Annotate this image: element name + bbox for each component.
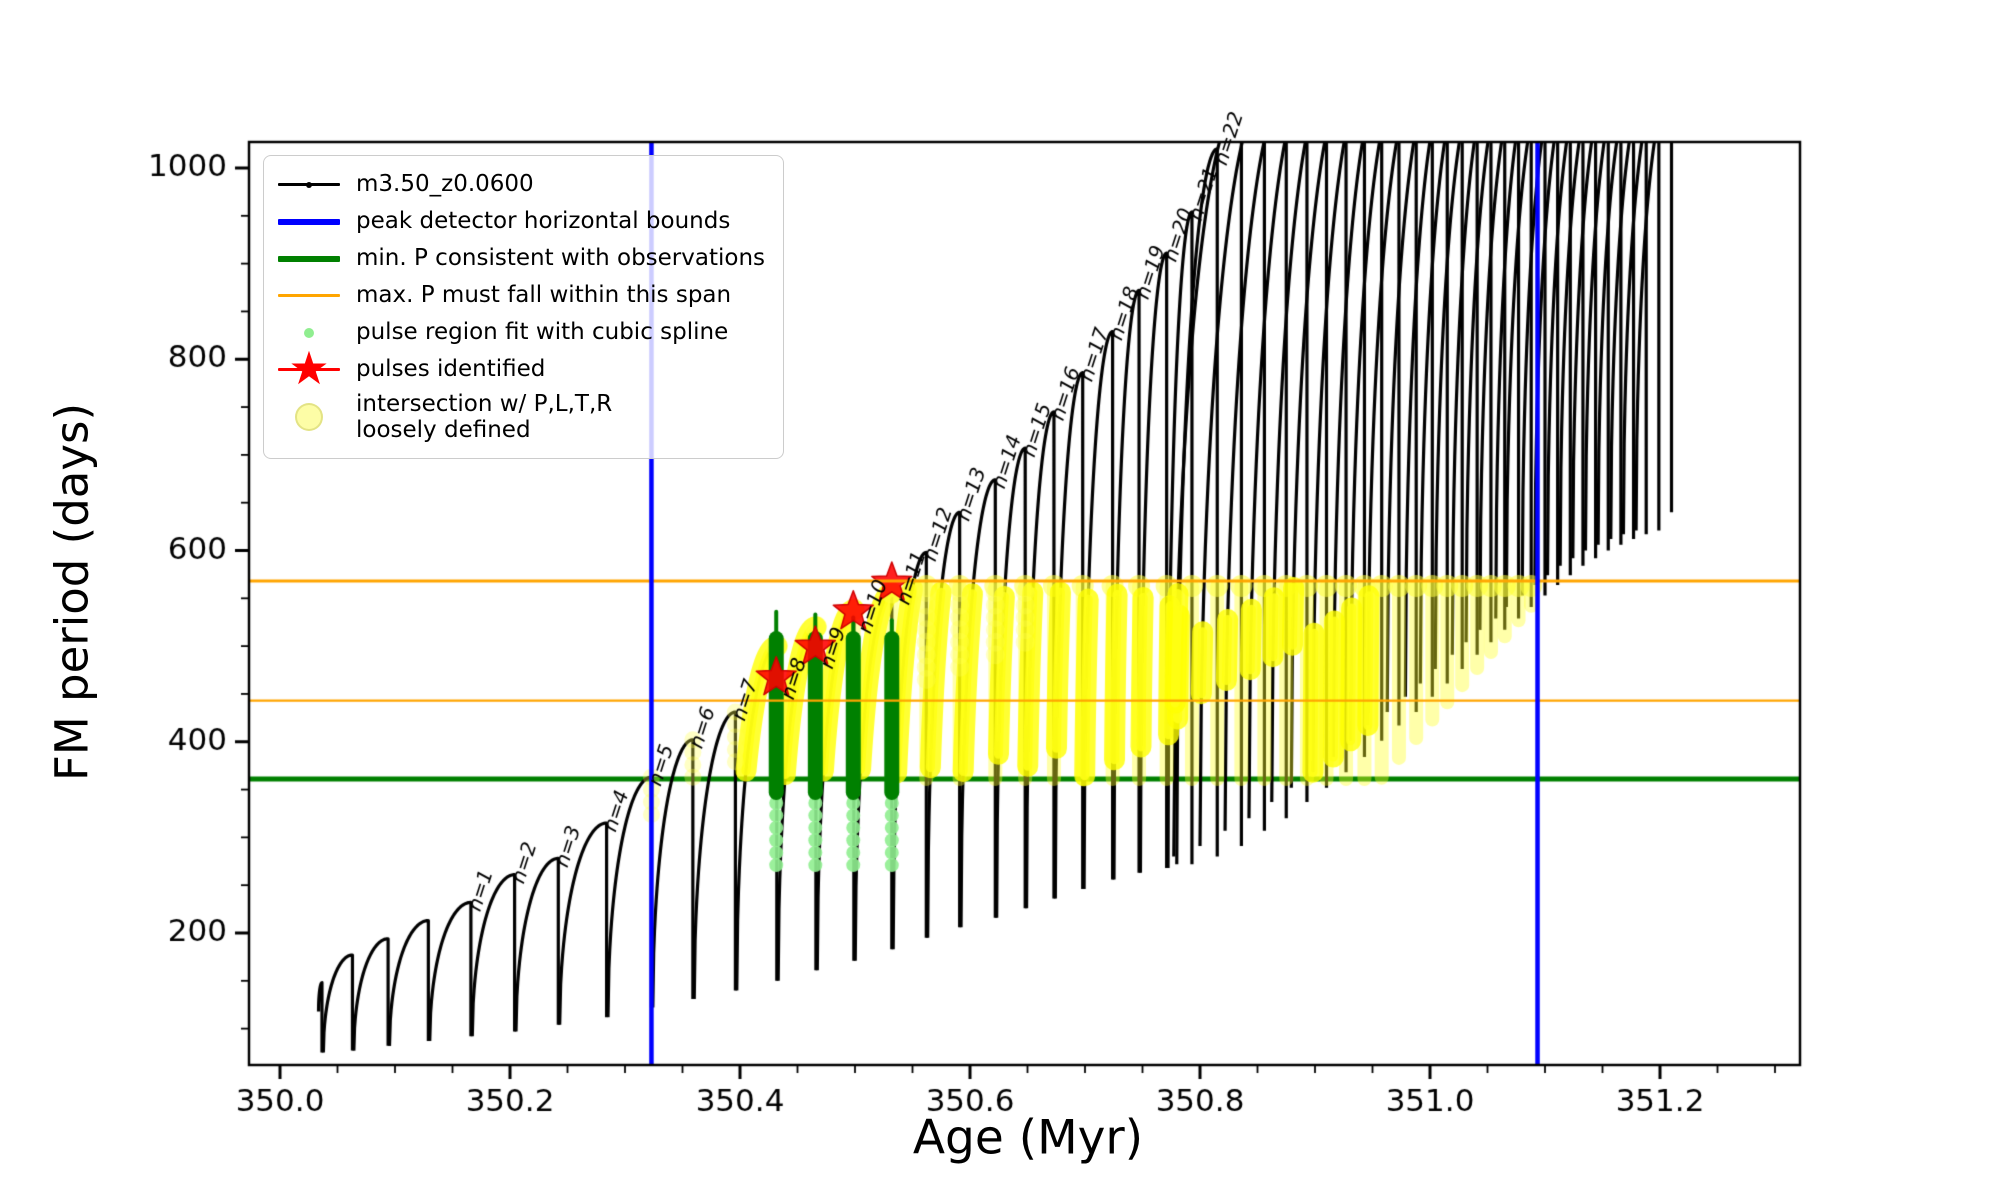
green-line-icon: [276, 255, 342, 262]
legend-label: max. P must fall within this span: [356, 282, 732, 309]
legend-item-minP: min. P consistent with observations: [276, 240, 765, 277]
legend-item-bounds: peak detector horizontal bounds: [276, 203, 765, 240]
legend-label: m3.50_z0.0600: [356, 171, 534, 198]
legend: m3.50_z0.0600 peak detector horizontal b…: [263, 155, 785, 459]
red-star-icon: ★: [276, 345, 342, 391]
x-axis-label: Age (Myr): [912, 1110, 1144, 1166]
legend-item-spline: pulse region fit with cubic spline: [276, 314, 765, 351]
blue-line-icon: [276, 218, 342, 225]
legend-label: min. P consistent with observations: [356, 245, 766, 272]
legend-item-pulses: ★ pulses identified: [276, 345, 765, 391]
legend-item-maxP: max. P must fall within this span: [276, 277, 765, 314]
legend-label: pulse region fit with cubic spline: [356, 319, 729, 346]
legend-item-series: m3.50_z0.0600: [276, 166, 765, 203]
yellow-dot-icon: [276, 403, 342, 431]
y-axis-label: FM period (days): [45, 403, 99, 781]
series-line-icon: [276, 181, 342, 188]
legend-label: peak detector horizontal bounds: [356, 208, 731, 235]
legend-label: intersection w/ P,L,T,R loosely defined: [356, 390, 613, 443]
legend-label: pulses identified: [356, 356, 546, 383]
lightgreen-dot-icon: [276, 327, 342, 338]
legend-item-intersection: intersection w/ P,L,T,R loosely defined: [276, 388, 765, 446]
orange-line-icon: [276, 294, 342, 297]
